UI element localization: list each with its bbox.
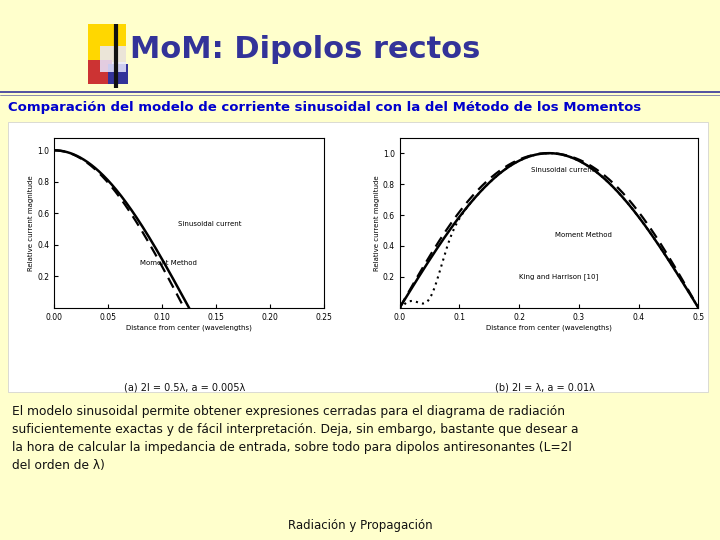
Bar (108, 64, 128, 84)
Text: Moment Method: Moment Method (555, 232, 612, 238)
Y-axis label: Relative current magnitude: Relative current magnitude (28, 175, 35, 271)
Text: Sinusoidal current: Sinusoidal current (531, 167, 595, 173)
Text: suficientemente exactas y de fácil interpretación. Deja, sin embargo, bastante q: suficientemente exactas y de fácil inter… (12, 423, 578, 436)
Text: Moment Method: Moment Method (140, 260, 197, 266)
X-axis label: Distance from center (wavelengths): Distance from center (wavelengths) (486, 325, 612, 331)
X-axis label: Distance from center (wavelengths): Distance from center (wavelengths) (126, 325, 252, 331)
Text: (b) 2l = λ, a = 0.01λ: (b) 2l = λ, a = 0.01λ (495, 383, 595, 393)
Text: Sinusoidal current: Sinusoidal current (179, 221, 242, 227)
Bar (100, 46, 126, 72)
Text: (a) 2l = 0.5λ, a = 0.005λ: (a) 2l = 0.5λ, a = 0.005λ (125, 383, 246, 393)
Text: El modelo sinusoidal permite obtener expresiones cerradas para el diagrama de ra: El modelo sinusoidal permite obtener exp… (12, 406, 565, 419)
Text: del orden de λ): del orden de λ) (12, 460, 105, 472)
Y-axis label: Relative current magnitude: Relative current magnitude (374, 175, 380, 271)
Text: King and Harrison [10]: King and Harrison [10] (519, 273, 598, 280)
Text: la hora de calcular la impedancia de entrada, sobre todo para dipolos antiresona: la hora de calcular la impedancia de ent… (12, 442, 572, 455)
Text: MoM: Dipolos rectos: MoM: Dipolos rectos (130, 36, 480, 64)
Bar (88, 60, 112, 84)
Bar (8, 122, 708, 392)
Text: Comparación del modelo de corriente sinusoidal con la del Método de los Momentos: Comparación del modelo de corriente sinu… (8, 102, 642, 114)
Text: Radiación y Propagación: Radiación y Propagación (288, 519, 432, 532)
Bar (88, 24, 126, 62)
